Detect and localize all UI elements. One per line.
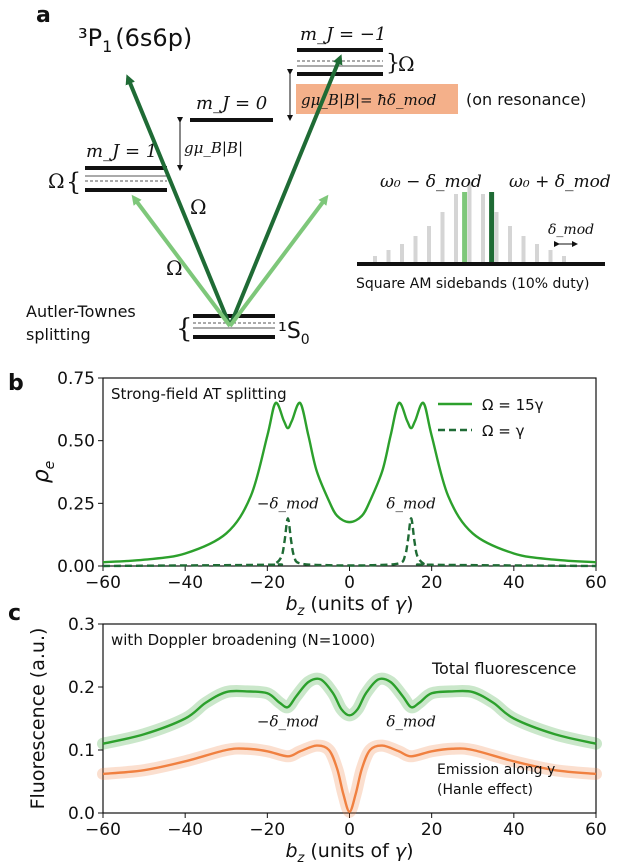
- series-line-0: [102, 401, 597, 564]
- x-tick-label: −40: [167, 573, 203, 593]
- legend-label-1: Ω = γ: [482, 422, 525, 440]
- omega-label-left: Ω: [48, 169, 65, 193]
- omega-brace-right: }: [386, 51, 400, 76]
- y-tick-label: 0.00: [57, 557, 95, 577]
- sideband-bar: [373, 256, 377, 264]
- sideband-bar-plus: [489, 192, 495, 264]
- series-sublabel-emission: (Hanle effect): [437, 782, 533, 798]
- y-tick-label: 0.75: [57, 369, 95, 389]
- x-tick-label: 40: [503, 820, 525, 840]
- sideband-bar: [454, 194, 458, 264]
- x-tick-label: 20: [421, 820, 443, 840]
- x-tick-label: −40: [167, 820, 203, 840]
- plot-annotation: Strong-field AT splitting: [111, 385, 287, 403]
- x-tick-label: 60: [585, 573, 607, 593]
- zeeman-label: gμ_B|B|: [184, 139, 243, 157]
- autler-townes-line2: splitting: [26, 325, 91, 344]
- plot-b: −60 −40 −20 0 20 40 60 0.00 0.25 0.50 0.75 bz (unit…: [29, 369, 607, 619]
- dark-arrow-right: [228, 54, 343, 327]
- sideband-right-label: ω₀ + δ_mod: [509, 172, 611, 192]
- sideband-bar: [508, 226, 512, 264]
- mj-plus1-label: m_J = 1: [86, 141, 157, 162]
- x-axis-label: bz (units of γ): [285, 840, 413, 863]
- mj-0-label: m_J = 0: [196, 93, 267, 114]
- sideband-bar: [481, 194, 485, 264]
- omega-label-arrow: Ω: [190, 195, 207, 219]
- plot-c: −60 −40 −20 0 20 40 60 0.0 0.1 0.2 0.3 bz (units of…: [27, 615, 607, 863]
- x-tick-label: 0: [344, 820, 355, 840]
- dark-arrow-left: [125, 74, 232, 327]
- peak-label-left: −δ_mod: [257, 713, 319, 731]
- series-label-emission: Emission along y: [437, 762, 555, 778]
- legend-label-0: Ω = 15γ: [482, 396, 544, 414]
- state-1s0-label: ¹S0: [278, 319, 310, 348]
- y-tick-label: 0.3: [68, 615, 95, 635]
- omega-brace-left: {: [66, 168, 81, 196]
- sideband-spacing-label: δ_mod: [548, 222, 594, 238]
- y-tick-label: 0.1: [68, 741, 95, 761]
- sideband-caption: Square AM sidebands (10% duty): [356, 276, 590, 292]
- y-tick-label: 0.0: [68, 804, 95, 824]
- ground-brace: {: [176, 314, 193, 344]
- panel-label-b: b: [8, 371, 24, 396]
- y-tick-label: 0.50: [57, 432, 95, 452]
- y-axis-label: Fluorescence (a.u.): [27, 628, 49, 810]
- x-tick-label: 0: [344, 573, 355, 593]
- autler-townes-line1: Autler-Townes: [26, 302, 136, 321]
- sideband-bar: [400, 244, 404, 264]
- series-line-1: [102, 517, 597, 568]
- series-line-1: [102, 744, 597, 813]
- sideband-comb: [373, 182, 566, 264]
- x-axis-label: bz (units of γ): [285, 593, 413, 619]
- sideband-bar: [440, 212, 445, 264]
- plot-annotation: with Doppler broadening (N=1000): [111, 631, 375, 649]
- mj-plus1-level: [85, 166, 167, 192]
- peak-label-right: δ_mod: [386, 494, 435, 512]
- resonance-equation: gμ_B|B|= ħδ_mod: [301, 91, 436, 109]
- state-3p1-label: ³P1 (6s6p): [78, 24, 192, 56]
- mj-minus1-label: m_J = −1: [300, 24, 386, 45]
- series-label-total: Total fluorescence: [431, 659, 576, 678]
- peak-label-left: −δ_mod: [257, 494, 319, 512]
- light-arrow-left: [131, 194, 232, 328]
- series-line-0: [102, 677, 597, 745]
- sideband-bar: [467, 182, 472, 264]
- y-tick-label: 0.2: [68, 678, 95, 698]
- x-tick-label: −60: [85, 573, 121, 593]
- panel-label-c: c: [8, 601, 21, 626]
- omega-label-lower: Ω: [166, 256, 183, 280]
- x-tick-label: 20: [421, 573, 443, 593]
- sideband-bar: [535, 244, 539, 264]
- panel-label-a: a: [36, 3, 51, 28]
- x-tick-label: −20: [249, 573, 285, 593]
- series-band-1: [97, 739, 602, 818]
- x-tick-label: 60: [585, 820, 607, 840]
- omega-label-right: Ω: [398, 52, 415, 76]
- sideband-bar: [427, 226, 431, 264]
- y-tick-label: 0.25: [57, 494, 95, 514]
- series-band-0: [97, 672, 602, 750]
- sideband-bar: [548, 250, 553, 264]
- resonance-note: (on resonance): [466, 90, 586, 109]
- peak-label-right: δ_mod: [386, 713, 435, 731]
- sideband-bar: [413, 236, 418, 264]
- sideband-bar: [494, 212, 499, 264]
- sideband-bar: [521, 236, 526, 264]
- sideband-bar: [562, 256, 566, 264]
- x-tick-label: 40: [503, 573, 525, 593]
- y-axis-label: ρe: [29, 461, 58, 484]
- sideband-bar-minus: [462, 192, 468, 264]
- light-arrow-right: [228, 194, 329, 328]
- sideband-left-label: ω₀ − δ_mod: [380, 172, 482, 192]
- x-tick-label: −20: [249, 820, 285, 840]
- x-tick-label: −60: [85, 820, 121, 840]
- sideband-bar: [386, 250, 391, 264]
